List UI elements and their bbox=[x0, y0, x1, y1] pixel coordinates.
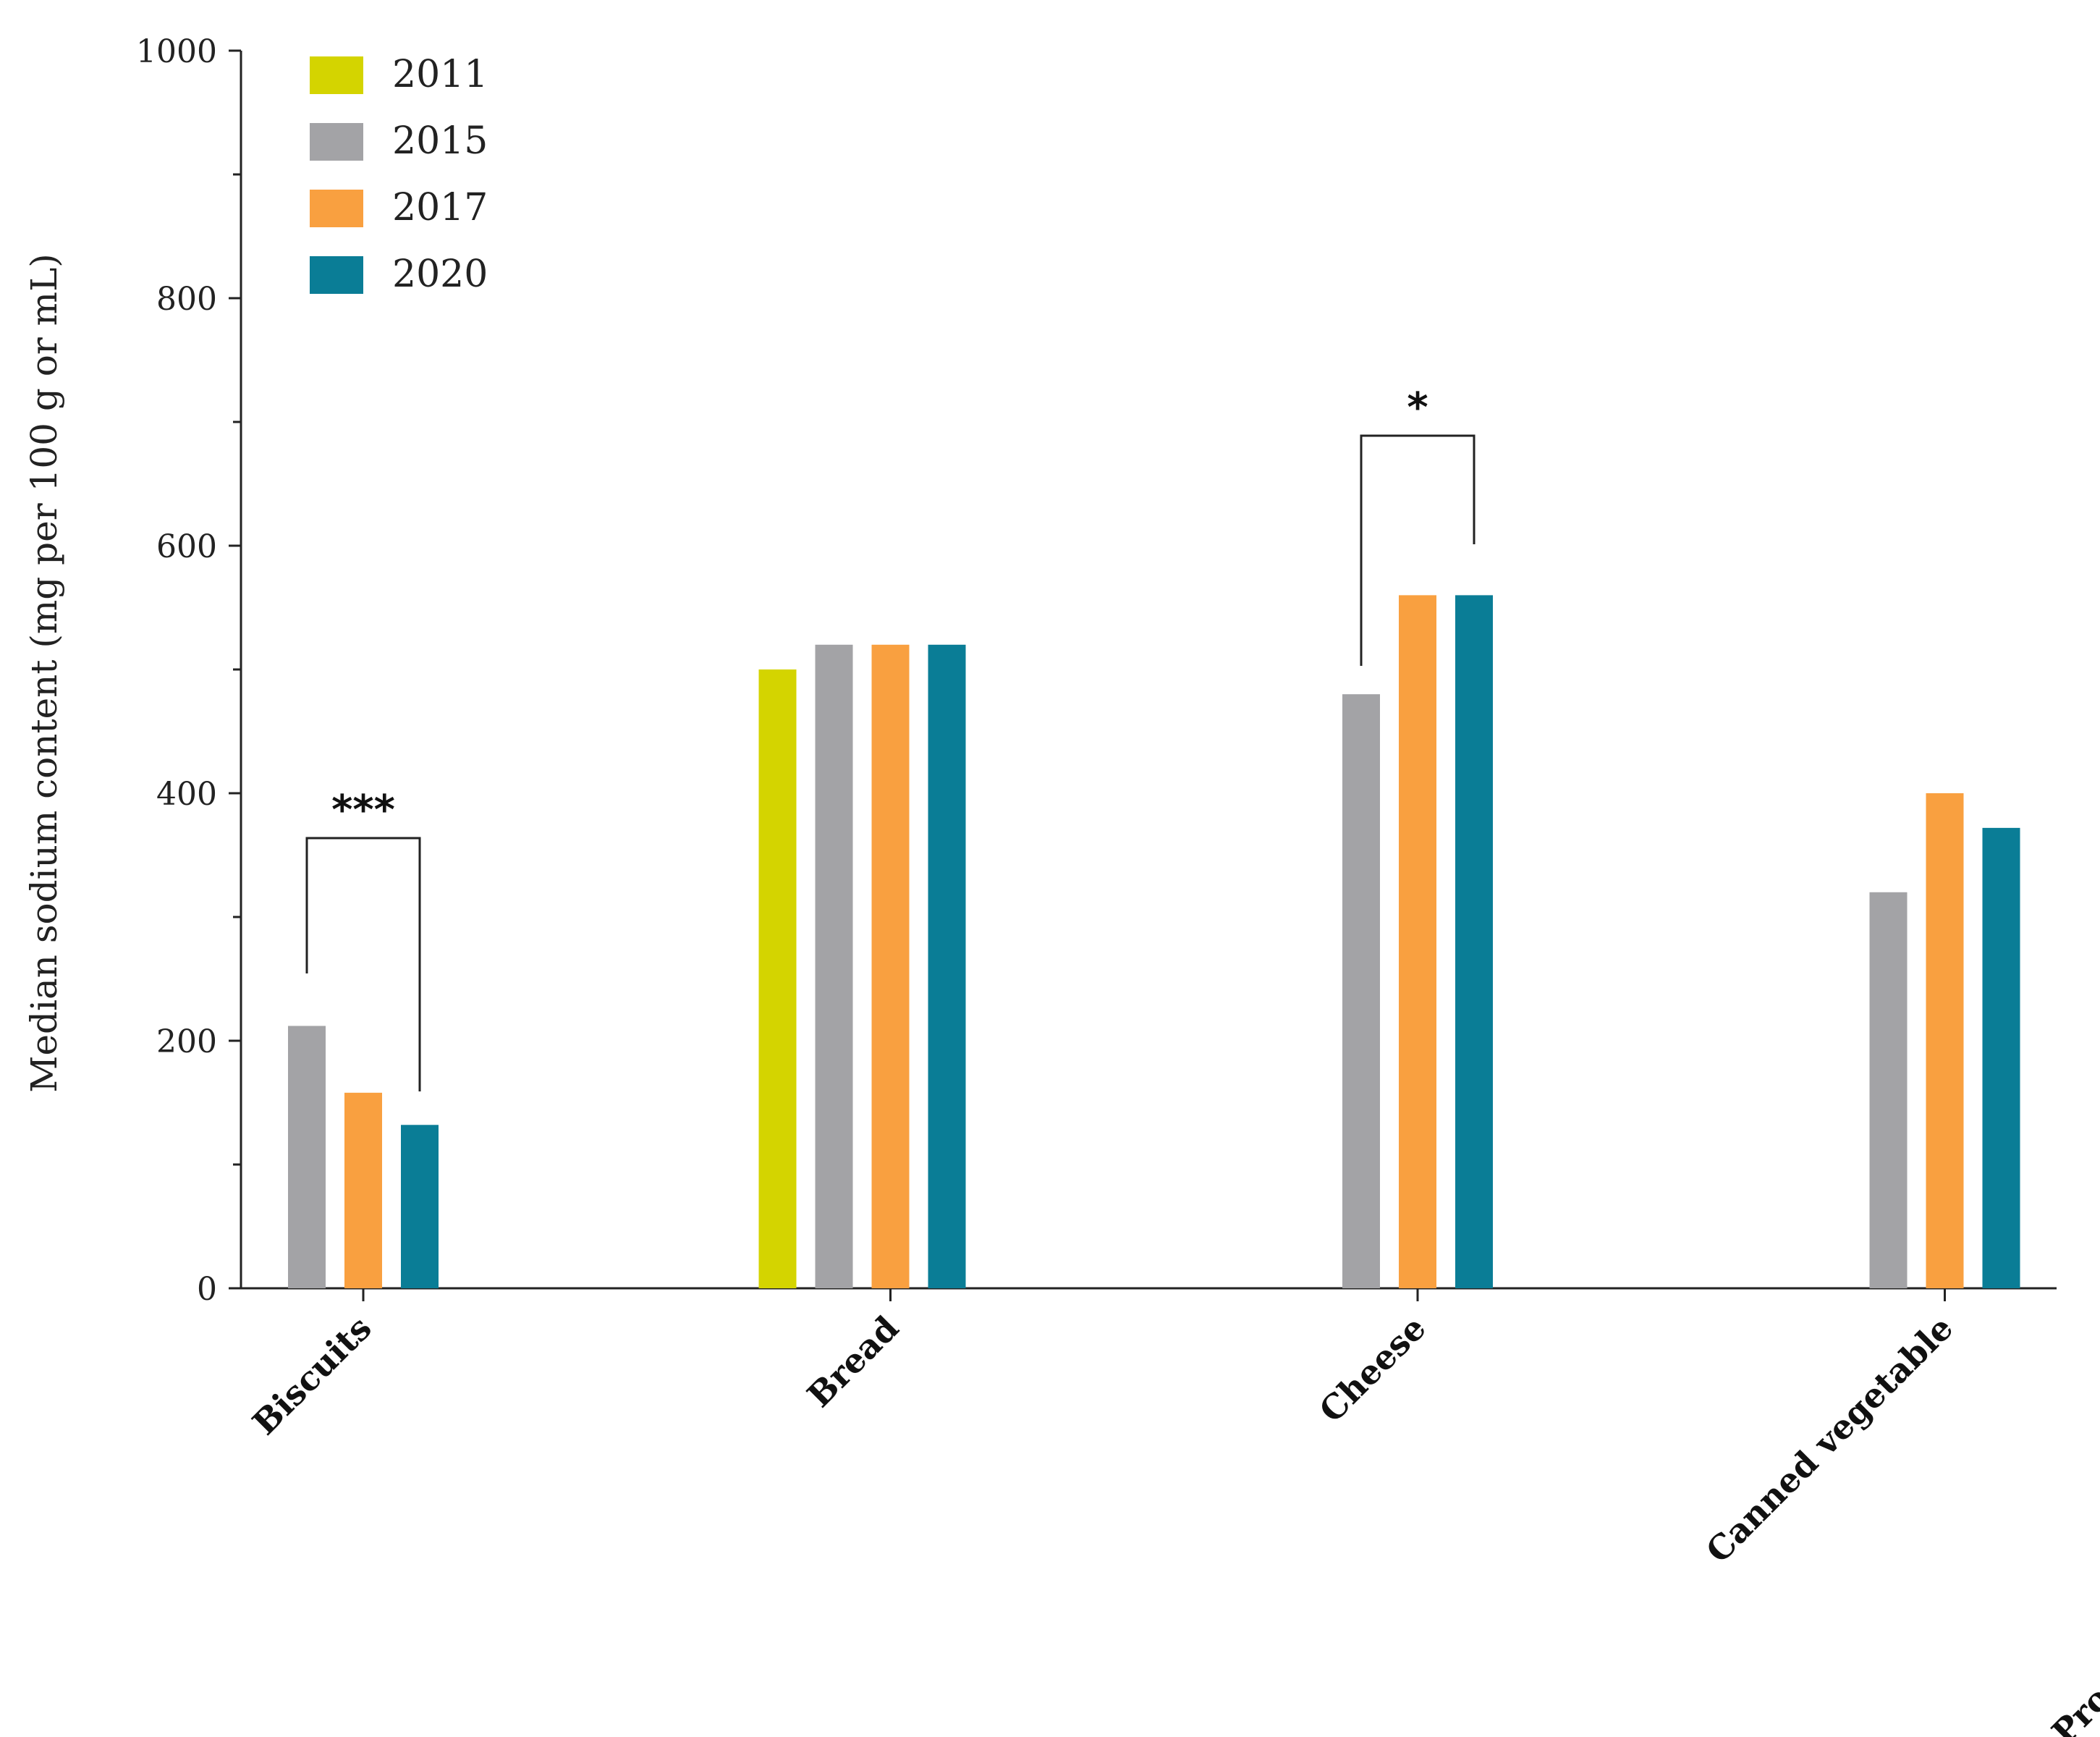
legend-label-2015: 2015 bbox=[392, 119, 488, 163]
bar-2020 bbox=[928, 644, 966, 1288]
category-labels: Biscuits Bread Cheese Canned vegetable Proce… bbox=[245, 1309, 2100, 1737]
legend-swatch-2011 bbox=[310, 56, 363, 94]
bar-2017 bbox=[344, 1092, 382, 1288]
y-tick-label: 800 bbox=[156, 281, 217, 318]
significance-label: *** bbox=[331, 787, 395, 834]
y-tick-label: 1000 bbox=[136, 33, 217, 70]
significance-bracket bbox=[1360, 434, 1475, 666]
category-label: Bread bbox=[800, 1309, 906, 1415]
category-label: Canned vegetable bbox=[1698, 1309, 1960, 1571]
bar-2015 bbox=[1342, 694, 1380, 1288]
bar-2015 bbox=[815, 644, 853, 1288]
legend-label-2017: 2017 bbox=[392, 186, 488, 229]
bar-2020 bbox=[401, 1125, 439, 1288]
y-tick-label: 200 bbox=[156, 1023, 217, 1060]
bar-2017 bbox=[1926, 793, 1964, 1288]
bar-2017 bbox=[1399, 595, 1436, 1288]
significance-annotations: ******** bbox=[305, 384, 1475, 1091]
legend-label-2020: 2020 bbox=[392, 253, 488, 296]
legend-swatch-2015 bbox=[310, 123, 363, 161]
bars bbox=[288, 595, 2020, 1288]
bar-2015 bbox=[288, 1026, 326, 1288]
axes: 0 200 400 600 800 1000 bbox=[136, 33, 2057, 1308]
legend-label-2011: 2011 bbox=[392, 53, 488, 96]
bar-2020 bbox=[1455, 595, 1493, 1288]
y-tick-label: 600 bbox=[156, 528, 217, 565]
bar-2015 bbox=[1869, 892, 1908, 1288]
legend: 2011 2015 2017 2020 bbox=[310, 53, 488, 296]
category-label: Cheese bbox=[1312, 1309, 1434, 1430]
bar-2017 bbox=[871, 644, 910, 1288]
y-tick-label: 0 bbox=[197, 1271, 217, 1308]
legend-swatch-2017 bbox=[310, 190, 363, 227]
bar-2020 bbox=[1982, 827, 2020, 1288]
category-label: Biscuits bbox=[245, 1309, 378, 1442]
bar-2011 bbox=[758, 669, 797, 1288]
y-axis-label: Median sodium content (mg per 100 g or m… bbox=[23, 253, 65, 1093]
significance-bracket bbox=[305, 837, 421, 1091]
category-label: Processed meat and derivatives bbox=[2044, 1309, 2100, 1737]
y-tick-label: 400 bbox=[156, 776, 217, 813]
significance-label: * bbox=[1407, 384, 1428, 431]
legend-swatch-2020 bbox=[310, 256, 363, 294]
